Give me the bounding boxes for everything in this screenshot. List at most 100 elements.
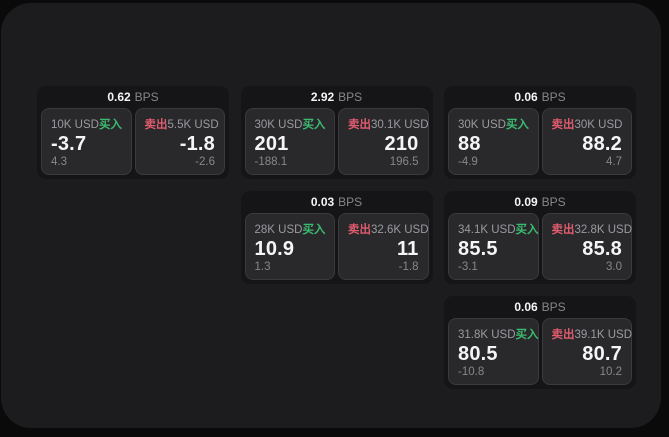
sell-amount: 30.1K USD — [371, 119, 429, 131]
bps-unit-label: BPS — [338, 90, 363, 104]
sell-tile[interactable]: 卖出 32.8K USD 85.8 3.0 — [541, 213, 633, 280]
sell-tile-top: 卖出 32.6K USD — [348, 221, 429, 237]
buy-tile-top: 34.1K USD 买入 — [458, 221, 539, 237]
buy-tile-top: 31.8K USD 买入 — [458, 326, 539, 342]
buy-amount: 28K USD — [254, 224, 303, 236]
buy-amount: 30K USD — [458, 119, 506, 131]
quote-card: 0.06 BPS 30K USD 买入 88 -4.9 卖出 30K USD 8… — [444, 86, 636, 179]
buy-change: -10.8 — [458, 366, 485, 378]
bps-unit-label: BPS — [541, 195, 566, 209]
bps-value: 2.92 — [310, 90, 335, 104]
sell-tile[interactable]: 卖出 5.5K USD -1.8 -2.6 — [134, 108, 225, 175]
buy-tile-top: 30K USD 买入 — [458, 116, 529, 132]
sell-amount: 30K USD — [574, 119, 623, 131]
sell-tile[interactable]: 卖出 30K USD 88.2 4.7 — [541, 108, 632, 175]
quote-tiles: 30K USD 买入 88 -4.9 卖出 30K USD 88.2 4.7 — [448, 108, 632, 175]
bps-value: 0.62 — [107, 90, 131, 104]
buy-change: -4.9 — [458, 156, 478, 168]
buy-side-label: 买入 — [98, 119, 122, 131]
buy-tile[interactable]: 30K USD 买入 201 -188.1 — [244, 108, 335, 175]
sell-amount: 32.6K USD — [371, 224, 429, 236]
sell-change: 3.0 — [606, 261, 622, 273]
quote-card: 2.92 BPS 30K USD 买入 201 -188.1 卖出 30.1K … — [240, 86, 433, 179]
sell-price: 210 — [384, 133, 419, 155]
sell-tile[interactable]: 卖出 30.1K USD 210 196.5 — [338, 108, 429, 175]
bps-header: 0.06 BPS — [448, 296, 632, 318]
bps-unit-label: BPS — [541, 300, 566, 314]
sell-price: 88.2 — [582, 133, 622, 155]
bps-header: 0.06 BPS — [448, 86, 632, 108]
buy-tile[interactable]: 31.8K USD 买入 80.5 -10.8 — [448, 318, 539, 385]
buy-price: 10.9 — [254, 238, 295, 260]
buy-side-label: 买入 — [515, 224, 539, 236]
quote-tiles: 31.8K USD 买入 80.5 -10.8 卖出 39.1K USD 80.… — [448, 318, 632, 385]
bps-value: 0.06 — [514, 90, 538, 104]
sell-price: -1.8 — [179, 133, 215, 155]
sell-change: 10.2 — [599, 366, 622, 378]
buy-side-label: 买入 — [302, 119, 326, 131]
sell-tile[interactable]: 卖出 32.6K USD 11 -1.8 — [338, 213, 429, 280]
sell-side-label: 卖出 — [348, 119, 371, 131]
buy-tile[interactable]: 34.1K USD 买入 85.5 -3.1 — [448, 213, 539, 280]
quote-tiles: 28K USD 买入 10.9 1.3 卖出 32.6K USD 11 -1.8 — [244, 213, 429, 280]
buy-change: -3.1 — [458, 261, 478, 273]
buy-change: 1.3 — [254, 261, 271, 273]
sell-tile-top: 卖出 32.8K USD — [551, 221, 633, 237]
sell-tile-top: 卖出 39.1K USD — [551, 326, 633, 342]
bps-value: 0.09 — [514, 195, 538, 209]
bps-value: 0.06 — [514, 300, 538, 314]
sell-tile-top: 卖出 30K USD — [552, 116, 623, 132]
bps-unit-label: BPS — [541, 90, 566, 104]
buy-side-label: 买入 — [505, 119, 529, 131]
buy-tile-top: 28K USD 买入 — [255, 221, 326, 237]
buy-price: 80.5 — [458, 343, 498, 365]
buy-change: 4.3 — [51, 156, 67, 168]
buy-side-label: 买入 — [302, 224, 326, 236]
sell-tile[interactable]: 卖出 39.1K USD 80.7 10.2 — [541, 318, 633, 385]
bps-header: 0.62 BPS — [41, 86, 225, 108]
app-window: 0.62 BPS 10K USD 买入 -3.7 4.3 卖出 5.5K USD… — [1, 3, 661, 428]
sell-tile-top: 卖出 5.5K USD — [145, 116, 219, 132]
sell-change: 196.5 — [389, 156, 419, 168]
buy-change: -188.1 — [254, 156, 288, 168]
quote-tiles: 10K USD 买入 -3.7 4.3 卖出 5.5K USD -1.8 -2.… — [41, 108, 225, 175]
buy-tile-top: 10K USD 买入 — [51, 116, 122, 132]
sell-amount: 32.8K USD — [574, 224, 633, 236]
quote-tiles: 30K USD 买入 201 -188.1 卖出 30.1K USD 210 1… — [244, 108, 429, 175]
sell-side-label: 卖出 — [551, 119, 575, 131]
bps-header: 2.92 BPS — [245, 86, 429, 108]
buy-amount: 31.8K USD — [458, 329, 516, 341]
sell-side-label: 卖出 — [551, 329, 575, 341]
quote-card: 0.06 BPS 31.8K USD 买入 80.5 -10.8 卖出 39.1… — [444, 296, 636, 389]
bps-unit-label: BPS — [338, 195, 363, 209]
buy-tile[interactable]: 30K USD 买入 88 -4.9 — [448, 108, 539, 175]
buy-amount: 10K USD — [51, 119, 99, 131]
bps-unit-label: BPS — [134, 90, 159, 104]
sell-amount: 39.1K USD — [574, 329, 633, 341]
sell-side-label: 卖出 — [551, 224, 575, 236]
sell-change: -2.6 — [195, 156, 215, 168]
quotes-grid: 0.62 BPS 10K USD 买入 -3.7 4.3 卖出 5.5K USD… — [37, 86, 636, 389]
buy-amount: 30K USD — [254, 119, 303, 131]
sell-side-label: 卖出 — [348, 224, 371, 236]
sell-tile-top: 卖出 30.1K USD — [348, 116, 429, 132]
sell-change: -1.8 — [398, 261, 419, 273]
sell-price: 85.8 — [582, 238, 622, 260]
sell-price: 80.7 — [582, 343, 622, 365]
buy-price: 88 — [458, 133, 481, 155]
buy-amount: 34.1K USD — [458, 224, 516, 236]
buy-tile[interactable]: 28K USD 买入 10.9 1.3 — [244, 213, 335, 280]
buy-price: 201 — [254, 133, 289, 155]
buy-tile-top: 30K USD 买入 — [255, 116, 326, 132]
quote-card: 0.03 BPS 28K USD 买入 10.9 1.3 卖出 32.6K US… — [240, 191, 433, 284]
bps-header: 0.03 BPS — [245, 191, 429, 213]
quote-card: 0.62 BPS 10K USD 买入 -3.7 4.3 卖出 5.5K USD… — [37, 86, 229, 179]
sell-price: 11 — [396, 238, 419, 260]
sell-amount: 5.5K USD — [167, 119, 219, 131]
buy-tile[interactable]: 10K USD 买入 -3.7 4.3 — [41, 108, 132, 175]
buy-price: -3.7 — [51, 133, 87, 155]
quote-tiles: 34.1K USD 买入 85.5 -3.1 卖出 32.8K USD 85.8… — [448, 213, 632, 280]
buy-side-label: 买入 — [515, 329, 539, 341]
buy-price: 85.5 — [458, 238, 498, 260]
quote-card: 0.09 BPS 34.1K USD 买入 85.5 -3.1 卖出 32.8K… — [444, 191, 636, 284]
